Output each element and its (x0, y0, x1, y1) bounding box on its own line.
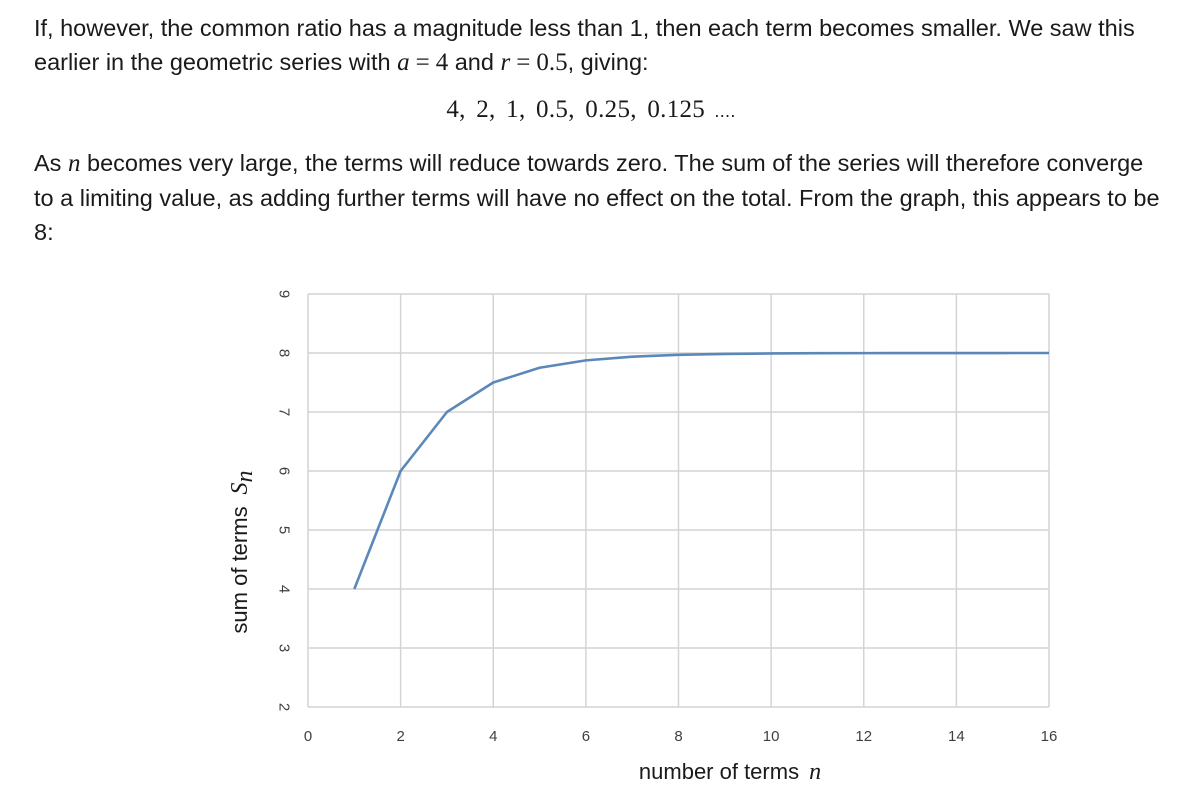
y-tick-label: 3 (276, 644, 293, 652)
intro-text: If, however, the common ratio has a magn… (34, 15, 1135, 75)
x-axis-title: number of terms n (639, 759, 821, 785)
intro-paragraph: If, however, the common ratio has a magn… (34, 11, 1164, 80)
and-text: and (448, 49, 501, 75)
sequence-ellipsis: .... (705, 101, 736, 121)
sequence-terms: 4, 2, 1, 0.5, 0.25, 0.125 (446, 96, 706, 123)
x-tick-label: 2 (396, 728, 404, 745)
convergence-text: becomes very large, the terms will reduc… (34, 150, 1160, 245)
var-a: a (397, 49, 410, 76)
x-tick-label: 10 (763, 728, 780, 745)
y-tick-label: 9 (276, 290, 293, 298)
series-line (353, 351, 1050, 590)
y-tick-label: 7 (276, 408, 293, 416)
r-value: 0.5 (536, 49, 568, 76)
x-tick-label: 4 (489, 728, 497, 745)
y-tick-label: 5 (276, 526, 293, 534)
series-lines (353, 351, 1050, 590)
convergence-paragraph: As n becomes very large, the terms will … (34, 146, 1164, 249)
y-tick-label: 6 (276, 467, 293, 475)
y-tick-label: 2 (276, 703, 293, 711)
x-tick-label: 6 (582, 728, 590, 745)
x-tick-label: 12 (855, 728, 872, 745)
y-axis-title: sum of termsSn (227, 470, 258, 633)
equals-sign: = (516, 49, 531, 76)
x-tick-labels: 0 2 4 6 8 10 12 14 16 (304, 728, 1058, 745)
as-text: As (34, 150, 68, 176)
a-value: 4 (435, 49, 449, 76)
x-tick-label: 8 (674, 728, 682, 745)
x-tick-label: 16 (1041, 728, 1058, 745)
y-tick-labels: 2 3 4 5 6 7 8 9 (276, 290, 293, 711)
equals-sign: = (415, 49, 430, 76)
var-n: n (67, 150, 81, 177)
giving-text: , giving: (567, 49, 649, 75)
sequence-line: 4, 2, 1, 0.5, 0.25, 0.125 .... (0, 96, 1182, 124)
x-tick-label: 0 (304, 728, 312, 745)
var-r: r (500, 49, 511, 76)
y-tick-label: 8 (276, 349, 293, 357)
y-tick-label: 4 (276, 585, 293, 593)
x-tick-label: 14 (948, 728, 965, 745)
